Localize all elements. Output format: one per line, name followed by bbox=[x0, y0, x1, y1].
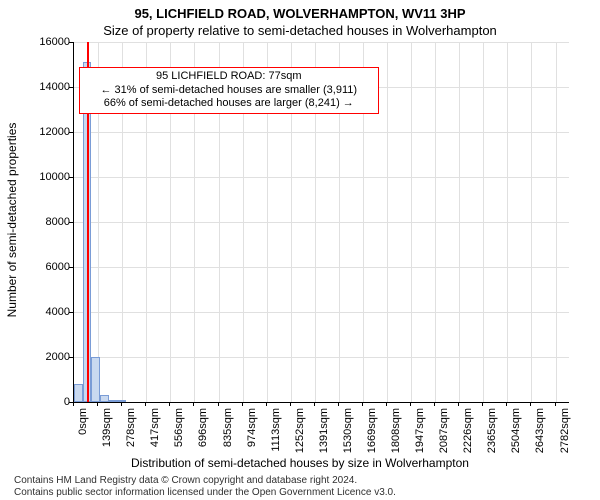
chart-container: 95, LICHFIELD ROAD, WOLVERHAMPTON, WV11 … bbox=[0, 0, 600, 500]
x-tick-label: 278sqm bbox=[125, 408, 137, 447]
x-tick-mark bbox=[530, 402, 531, 406]
x-tick-mark bbox=[266, 402, 267, 406]
gridline-v bbox=[556, 42, 557, 402]
gridline-h bbox=[74, 222, 569, 223]
x-tick-label: 1669sqm bbox=[366, 408, 378, 453]
histogram-bar bbox=[74, 384, 83, 402]
y-tick-mark bbox=[69, 177, 73, 178]
y-tick-label: 2000 bbox=[20, 351, 70, 363]
x-tick-label: 417sqm bbox=[149, 408, 161, 447]
x-tick-mark bbox=[145, 402, 146, 406]
y-tick-label: 0 bbox=[20, 396, 70, 408]
y-tick-mark bbox=[69, 312, 73, 313]
x-tick-mark bbox=[458, 402, 459, 406]
x-tick-mark bbox=[290, 402, 291, 406]
y-tick-mark bbox=[69, 357, 73, 358]
histogram-bar bbox=[100, 395, 109, 402]
x-tick-mark bbox=[193, 402, 194, 406]
x-tick-label: 974sqm bbox=[246, 408, 258, 447]
y-axis-label: Number of semi-detached properties bbox=[5, 123, 19, 318]
histogram-bar bbox=[91, 357, 100, 402]
y-tick-mark bbox=[69, 42, 73, 43]
y-tick-label: 10000 bbox=[20, 171, 70, 183]
x-tick-label: 696sqm bbox=[197, 408, 209, 447]
y-tick-label: 14000 bbox=[20, 81, 70, 93]
x-tick-label: 2782sqm bbox=[559, 408, 571, 453]
x-tick-label: 0sqm bbox=[77, 408, 89, 435]
x-tick-mark bbox=[97, 402, 98, 406]
x-tick-label: 1252sqm bbox=[294, 408, 306, 453]
gridline-h bbox=[74, 132, 569, 133]
histogram-bar bbox=[109, 400, 118, 402]
gridline-v bbox=[435, 42, 436, 402]
x-tick-label: 2087sqm bbox=[438, 408, 450, 453]
y-tick-label: 16000 bbox=[20, 36, 70, 48]
annotation-line: ← 31% of semi-detached houses are smalle… bbox=[85, 84, 373, 98]
x-tick-mark bbox=[218, 402, 219, 406]
gridline-v bbox=[459, 42, 460, 402]
x-tick-mark bbox=[121, 402, 122, 406]
x-tick-mark bbox=[506, 402, 507, 406]
gridline-v bbox=[531, 42, 532, 402]
gridline-v bbox=[483, 42, 484, 402]
y-tick-label: 6000 bbox=[20, 261, 70, 273]
y-tick-mark bbox=[69, 132, 73, 133]
y-tick-label: 8000 bbox=[20, 216, 70, 228]
x-tick-mark bbox=[362, 402, 363, 406]
annotation-line: 66% of semi-detached houses are larger (… bbox=[85, 97, 373, 111]
x-tick-label: 2504sqm bbox=[510, 408, 522, 453]
gridline-h bbox=[74, 42, 569, 43]
x-tick-mark bbox=[555, 402, 556, 406]
footer-line-1: Contains HM Land Registry data © Crown c… bbox=[14, 475, 396, 487]
x-tick-label: 2365sqm bbox=[486, 408, 498, 453]
gridline-h bbox=[74, 357, 569, 358]
y-tick-mark bbox=[69, 267, 73, 268]
x-tick-label: 1530sqm bbox=[342, 408, 354, 453]
x-tick-label: 1391sqm bbox=[318, 408, 330, 453]
x-tick-mark bbox=[169, 402, 170, 406]
gridline-h bbox=[74, 177, 569, 178]
footer-line-2: Contains public sector information licen… bbox=[14, 487, 396, 499]
gridline-h bbox=[74, 267, 569, 268]
x-tick-mark bbox=[386, 402, 387, 406]
x-tick-mark bbox=[242, 402, 243, 406]
x-tick-mark bbox=[482, 402, 483, 406]
x-tick-mark bbox=[314, 402, 315, 406]
x-tick-label: 835sqm bbox=[222, 408, 234, 447]
chart-title: 95, LICHFIELD ROAD, WOLVERHAMPTON, WV11 … bbox=[0, 6, 600, 21]
gridline-v bbox=[411, 42, 412, 402]
x-tick-label: 1947sqm bbox=[414, 408, 426, 453]
x-tick-mark bbox=[410, 402, 411, 406]
x-tick-mark bbox=[73, 402, 74, 406]
annotation-line: 95 LICHFIELD ROAD: 77sqm bbox=[85, 70, 373, 84]
gridline-h bbox=[74, 312, 569, 313]
y-tick-label: 4000 bbox=[20, 306, 70, 318]
x-tick-mark bbox=[434, 402, 435, 406]
x-axis-label: Distribution of semi-detached houses by … bbox=[0, 456, 600, 470]
y-tick-mark bbox=[69, 222, 73, 223]
x-tick-label: 556sqm bbox=[173, 408, 185, 447]
chart-subtitle: Size of property relative to semi-detach… bbox=[0, 23, 600, 38]
x-tick-label: 139sqm bbox=[101, 408, 113, 447]
x-tick-label: 1113sqm bbox=[270, 408, 282, 452]
x-tick-label: 2643sqm bbox=[534, 408, 546, 453]
x-tick-mark bbox=[338, 402, 339, 406]
y-tick-label: 12000 bbox=[20, 126, 70, 138]
gridline-v bbox=[387, 42, 388, 402]
annotation-box: 95 LICHFIELD ROAD: 77sqm← 31% of semi-de… bbox=[79, 67, 379, 114]
footer-attribution: Contains HM Land Registry data © Crown c… bbox=[14, 475, 396, 498]
y-tick-mark bbox=[69, 87, 73, 88]
gridline-v bbox=[507, 42, 508, 402]
x-tick-label: 2226sqm bbox=[462, 408, 474, 453]
x-tick-label: 1808sqm bbox=[390, 408, 402, 453]
